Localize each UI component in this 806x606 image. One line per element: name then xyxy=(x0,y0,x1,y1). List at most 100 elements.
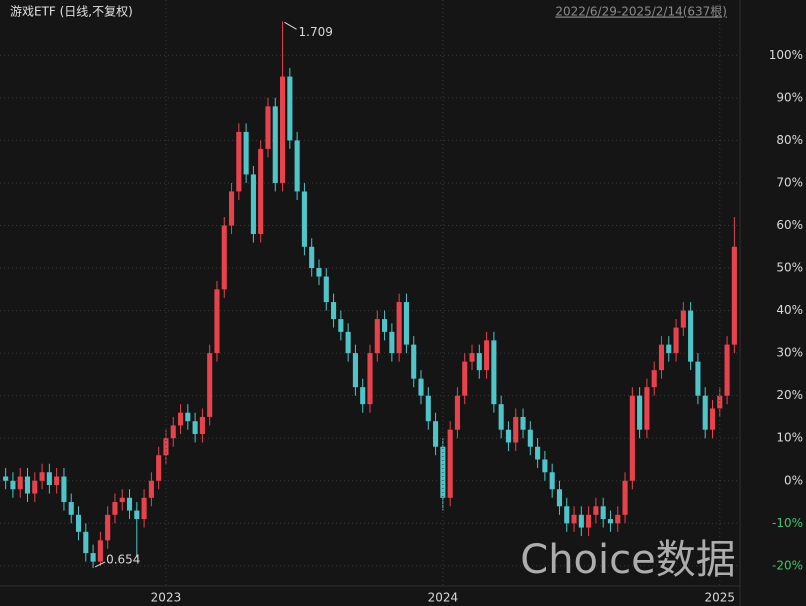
candle-body xyxy=(83,531,89,554)
candle-body xyxy=(556,489,563,507)
candle-body xyxy=(75,514,82,532)
candle-body xyxy=(185,412,191,422)
candle-body xyxy=(425,395,431,422)
candle-body xyxy=(513,416,519,443)
candle-body xyxy=(141,497,147,520)
candle-body xyxy=(192,421,198,434)
candle-body xyxy=(644,387,650,430)
candle-body xyxy=(46,472,52,486)
candle-body xyxy=(309,246,315,269)
candle-body xyxy=(68,502,74,515)
candle-body xyxy=(622,480,628,515)
candle-body xyxy=(651,370,657,388)
candle-body xyxy=(578,514,584,528)
candle-body xyxy=(221,225,227,290)
candle-body xyxy=(629,395,635,481)
candle-body xyxy=(228,191,235,226)
y-tick-label: 10% xyxy=(776,431,803,445)
candle-body xyxy=(527,429,533,447)
candle-body xyxy=(170,425,176,439)
candle-body xyxy=(433,421,439,447)
candle-body xyxy=(17,476,23,490)
candle-body xyxy=(396,302,402,354)
candle-body xyxy=(695,361,701,396)
candle-body xyxy=(586,514,592,528)
plot xyxy=(0,0,740,585)
candle-body xyxy=(177,412,184,426)
candle-body xyxy=(338,319,344,332)
candle-body xyxy=(447,429,453,498)
candle-body xyxy=(564,506,570,524)
x-tick-label: 2025 xyxy=(705,591,736,605)
candle-body xyxy=(156,455,162,481)
candle-body xyxy=(666,344,672,354)
y-tick-label: 90% xyxy=(776,90,803,104)
y-tick-label: -10% xyxy=(772,516,803,530)
candle-body xyxy=(600,506,606,520)
candle-body xyxy=(112,502,118,515)
candle-body xyxy=(367,353,373,405)
annotation: 1.709 xyxy=(299,25,333,39)
candle-body xyxy=(287,76,293,141)
candle-body xyxy=(105,514,111,541)
candle-body xyxy=(469,353,475,362)
candle-body xyxy=(24,476,31,494)
candle-body xyxy=(658,344,665,371)
candle-body xyxy=(272,106,278,183)
candle-body xyxy=(411,344,417,379)
candle-body xyxy=(542,459,548,473)
candle-body xyxy=(119,497,125,503)
candle-body xyxy=(491,340,497,405)
annotation-arrow xyxy=(94,561,106,568)
candle-body xyxy=(236,131,242,192)
y-tick-label: 70% xyxy=(776,175,803,189)
candle-body xyxy=(243,131,249,175)
y-tick-label: 20% xyxy=(776,388,803,402)
candle-body xyxy=(250,174,256,234)
candle-body xyxy=(214,289,220,354)
candle-body xyxy=(615,514,621,524)
candle-body xyxy=(148,480,154,498)
y-tick-label: 40% xyxy=(776,303,803,317)
x-tick-label: 2023 xyxy=(151,591,182,605)
candle-body xyxy=(724,344,730,396)
candle-body xyxy=(199,416,205,434)
candle-body xyxy=(731,246,737,345)
candle-body xyxy=(97,540,103,562)
candle-body xyxy=(265,106,271,149)
candle-body xyxy=(280,76,286,183)
candle-body xyxy=(352,353,358,388)
candle-body xyxy=(294,140,300,192)
candle-body xyxy=(323,276,329,303)
y-tick-label: 60% xyxy=(776,218,803,232)
candle-body xyxy=(134,510,140,520)
candle-body xyxy=(39,472,45,481)
candle-body xyxy=(454,395,460,430)
y-tick-label: 50% xyxy=(776,261,803,275)
watermark: Choice数据 xyxy=(520,537,735,583)
candle-body xyxy=(345,331,351,354)
y-tick-label: 100% xyxy=(769,48,803,62)
candle-body xyxy=(126,497,133,511)
candle-body xyxy=(498,404,504,430)
candle-body xyxy=(709,408,716,430)
candle-body xyxy=(520,416,526,430)
candle-body xyxy=(673,327,679,354)
candle-body xyxy=(571,514,577,524)
candle-body xyxy=(476,353,482,371)
candle-body xyxy=(360,387,366,405)
candle-body xyxy=(462,361,468,396)
chart-title: 游戏ETF (日线,不复权) xyxy=(10,5,133,19)
candle-body xyxy=(3,476,9,481)
candle-body xyxy=(702,395,708,430)
candle-body xyxy=(10,480,16,490)
candle-body xyxy=(32,480,38,494)
candle-body xyxy=(374,319,380,354)
candle-body xyxy=(607,519,614,524)
candle-body xyxy=(403,302,409,345)
chart-subtitle: 2022/6/29-2025/2/14(637根) xyxy=(555,5,727,19)
candle-body xyxy=(389,331,395,354)
x-tick-label: 2024 xyxy=(428,591,459,605)
candle-body xyxy=(163,438,169,456)
